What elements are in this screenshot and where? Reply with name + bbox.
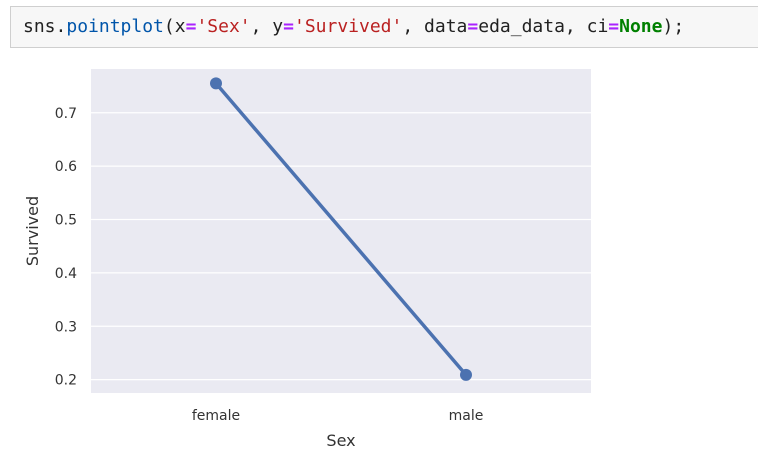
y-tick-label: 0.5 (55, 213, 77, 229)
code-keyword-none: None (619, 16, 663, 37)
y-axis-title: Survived (23, 196, 42, 266)
y-tick-label: 0.7 (55, 106, 77, 122)
code-arg-data: , data (402, 16, 468, 37)
code-function-name: pointplot (66, 16, 164, 37)
series-line (214, 81, 468, 377)
data-point (460, 368, 472, 381)
y-tick-labels: 0.2 0.3 0.4 0.5 0.6 0.7 (55, 106, 77, 389)
code-arg-x: (x (163, 16, 186, 37)
code-string-sex: 'Sex' (196, 16, 251, 37)
code-closing: ); (662, 16, 685, 37)
code-operator: = (608, 16, 620, 37)
pointplot-chart: 0.2 0.3 0.4 0.5 0.6 0.7 female male Sex Surviv… (23, 69, 591, 450)
code-operator: = (467, 16, 479, 37)
code-cell[interactable]: sns.pointplot(x='Sex', y='Survived', dat… (10, 6, 758, 48)
y-tick-label: 0.2 (55, 373, 77, 389)
y-tick-label: 0.6 (55, 159, 77, 175)
code-arg-y: , y (250, 16, 284, 37)
y-tick-label: 0.4 (55, 266, 77, 282)
series-group (210, 77, 472, 381)
y-tick-label: 0.3 (55, 319, 77, 335)
data-point (210, 77, 222, 90)
x-tick-labels: female male (192, 408, 484, 424)
code-operator: = (283, 16, 294, 37)
code-operator: = (185, 16, 197, 37)
code-arg-ci: eda_data, ci (478, 16, 609, 37)
x-axis-title: Sex (326, 431, 355, 450)
x-tick-label: female (192, 408, 240, 424)
gridlines (91, 112, 591, 381)
code-module: sns. (23, 16, 67, 37)
x-tick-label: male (449, 408, 484, 424)
code-string-survived: 'Survived' (293, 16, 403, 37)
